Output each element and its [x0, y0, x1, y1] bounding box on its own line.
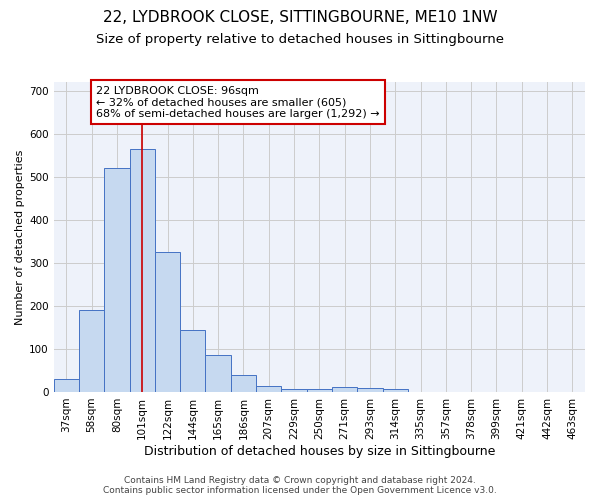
Bar [155, 252, 180, 392]
Text: Contains HM Land Registry data © Crown copyright and database right 2024.
Contai: Contains HM Land Registry data © Crown c… [103, 476, 497, 495]
Bar [332, 387, 357, 392]
Bar [53, 379, 79, 392]
Text: 22, LYDBROOK CLOSE, SITTINGBOURNE, ME10 1NW: 22, LYDBROOK CLOSE, SITTINGBOURNE, ME10 … [103, 10, 497, 25]
Bar [231, 375, 256, 392]
Text: Size of property relative to detached houses in Sittingbourne: Size of property relative to detached ho… [96, 32, 504, 46]
Bar [357, 388, 383, 392]
Bar [256, 386, 281, 392]
Bar [104, 168, 130, 392]
Bar [130, 149, 155, 392]
Bar [79, 310, 104, 392]
Y-axis label: Number of detached properties: Number of detached properties [15, 150, 25, 325]
Text: 22 LYDBROOK CLOSE: 96sqm
← 32% of detached houses are smaller (605)
68% of semi-: 22 LYDBROOK CLOSE: 96sqm ← 32% of detach… [96, 86, 380, 119]
Bar [383, 389, 408, 392]
Bar [180, 330, 205, 392]
Bar [281, 388, 307, 392]
X-axis label: Distribution of detached houses by size in Sittingbourne: Distribution of detached houses by size … [143, 444, 495, 458]
Bar [307, 388, 332, 392]
Bar [205, 356, 231, 392]
